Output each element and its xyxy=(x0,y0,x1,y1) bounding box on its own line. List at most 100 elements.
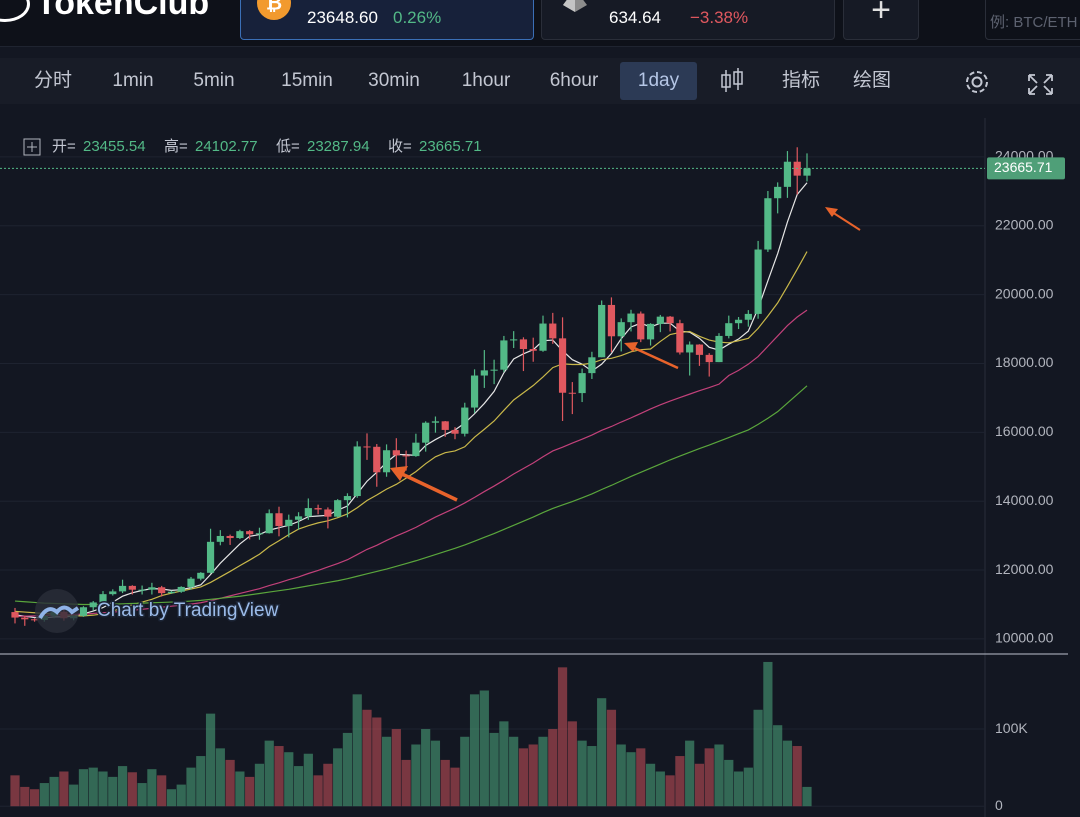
volume-bar xyxy=(88,767,98,807)
watermark: Chart by TradingView xyxy=(97,600,279,621)
ticker-price: 23648.60 xyxy=(307,8,378,27)
candle-body xyxy=(470,375,479,408)
candle-body xyxy=(510,339,518,341)
candle-body xyxy=(461,407,469,434)
tool-button[interactable]: 指标 xyxy=(781,70,820,91)
legend-label: 高= xyxy=(164,138,188,155)
candle-body xyxy=(686,344,694,353)
volume-bar xyxy=(381,736,392,807)
watermark-logo-mark xyxy=(38,605,80,620)
candle-body xyxy=(177,586,185,592)
ticker-price: 634.64 xyxy=(609,8,661,27)
candle-body xyxy=(803,168,811,176)
interval-button[interactable]: 1min xyxy=(112,70,154,91)
candle-body xyxy=(764,198,772,250)
ticker-change: 0.26% xyxy=(393,8,442,27)
volume-bar xyxy=(479,690,489,807)
interval-button[interactable]: 1day xyxy=(620,62,697,100)
volume-bar xyxy=(645,763,656,807)
volume-bar xyxy=(704,748,714,807)
volume-bar xyxy=(548,729,558,807)
candle-body xyxy=(246,531,254,535)
settings-button[interactable] xyxy=(948,62,1006,100)
annotation-arrow xyxy=(831,211,861,231)
interval-button[interactable]: 6hour xyxy=(549,70,599,91)
candle-body xyxy=(89,602,97,608)
candle-body xyxy=(637,313,645,340)
last-price-label: 23665.71 xyxy=(994,159,1053,175)
eth-icon xyxy=(563,0,587,12)
volume-tick-label: 0 xyxy=(995,797,1003,813)
moving-average-line xyxy=(14,385,808,606)
volume-bar xyxy=(577,740,587,807)
volume-bar xyxy=(333,748,343,807)
candle-body xyxy=(656,316,664,324)
volume-bar xyxy=(205,713,216,807)
add-button[interactable]: + xyxy=(843,0,919,40)
candle-body xyxy=(617,322,625,337)
interval-button[interactable]: 15min xyxy=(281,70,333,91)
y-tick-label: 22000.00 xyxy=(995,216,1054,232)
svg-text:₿: ₿ xyxy=(266,0,282,14)
volume-bar xyxy=(792,746,802,807)
volume-bar xyxy=(293,766,304,807)
interval-button[interactable]: 1hour xyxy=(461,70,511,91)
tool-button[interactable]: 绘图 xyxy=(852,70,891,91)
volume-bar xyxy=(235,771,245,807)
candle-body xyxy=(627,313,635,323)
chart-type-button[interactable] xyxy=(719,62,745,100)
volume-bar xyxy=(528,744,538,807)
candle-body xyxy=(118,585,127,592)
ticker-card[interactable]: ₿ 23648.60 0.26% xyxy=(240,0,534,40)
candle-body xyxy=(275,513,283,526)
candle-body xyxy=(539,323,547,351)
candle-body xyxy=(715,335,723,363)
candle-body xyxy=(294,516,303,520)
volume-bar xyxy=(518,748,529,807)
toolbar: 分时 1min 5min 15min 30min 1hour 6hour 1day 指标 绘图 xyxy=(0,58,1080,104)
search-input[interactable]: 例: BTC/ETH xyxy=(985,0,1080,40)
btc-icon: ₿ xyxy=(257,0,291,20)
y-tick-label: 14000.00 xyxy=(995,492,1054,508)
legend-label: 收= xyxy=(388,138,412,155)
legend-toggle[interactable] xyxy=(23,138,41,156)
candle-body xyxy=(783,161,792,187)
annotation-arrow xyxy=(631,345,679,370)
candle-body xyxy=(382,450,391,473)
moving-average-line xyxy=(14,182,808,619)
logo-icon xyxy=(0,0,30,22)
candle-body xyxy=(705,354,713,363)
candle-body xyxy=(568,392,576,394)
candle-body xyxy=(138,589,146,591)
candle-body xyxy=(441,421,449,430)
candle-body xyxy=(774,186,782,199)
interval-button[interactable]: 30min xyxy=(368,70,420,91)
volume-bar xyxy=(20,786,30,807)
ticker-card[interactable]: 634.64 −3.38% xyxy=(541,0,835,40)
volume-bar xyxy=(78,769,89,807)
volume-bar xyxy=(665,775,675,807)
volume-bar xyxy=(489,732,499,807)
candle-body xyxy=(402,455,410,457)
candle-body xyxy=(431,421,440,423)
volume-bar xyxy=(137,783,147,807)
candle-body xyxy=(353,446,361,497)
interval-button[interactable]: 分时 xyxy=(33,70,72,91)
candle-body xyxy=(324,509,332,517)
ticker-change: −3.38% xyxy=(690,8,749,27)
candle-body xyxy=(412,442,420,457)
interval-button[interactable]: 5min xyxy=(193,70,235,91)
y-tick-label: 12000.00 xyxy=(995,561,1054,577)
candle-body xyxy=(206,541,215,573)
candle-body xyxy=(725,323,733,336)
logo[interactable]: TokenClub xyxy=(36,0,210,22)
legend-value: 23665.71 xyxy=(419,138,482,155)
volume-bar xyxy=(69,784,79,807)
fullscreen-button[interactable] xyxy=(1014,62,1066,100)
candle-body xyxy=(216,535,224,542)
volume-bar xyxy=(763,661,773,807)
volume-bar xyxy=(450,767,460,807)
volume-bar xyxy=(411,744,421,807)
volume-bar xyxy=(186,767,196,807)
